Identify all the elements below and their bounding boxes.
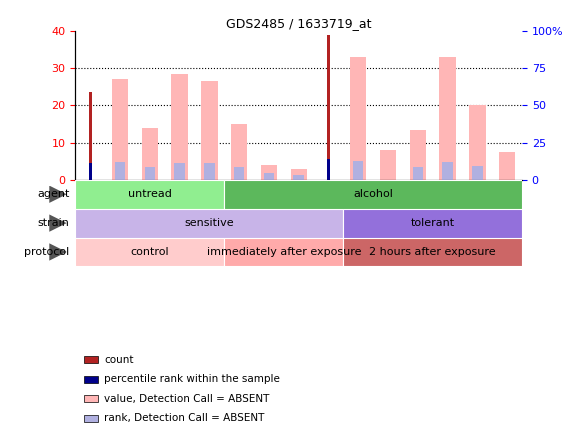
Text: tolerant: tolerant [411, 218, 455, 228]
Text: percentile rank within the sample: percentile rank within the sample [104, 374, 280, 384]
Text: agent: agent [37, 189, 70, 199]
Text: rank, Detection Call = ABSENT: rank, Detection Call = ABSENT [104, 413, 265, 423]
Bar [499, 152, 515, 180]
Bar [89, 92, 92, 180]
Bar [201, 81, 218, 180]
Bar [343, 209, 522, 238]
Bar [84, 415, 97, 422]
Bar [204, 163, 215, 180]
Polygon shape [49, 186, 67, 203]
Bar [172, 74, 188, 180]
Bar [440, 57, 456, 180]
Text: control: control [130, 247, 169, 257]
Bar [343, 238, 522, 266]
Bar [353, 161, 364, 180]
Text: protocol: protocol [24, 247, 70, 257]
Bar [293, 174, 304, 180]
Bar [175, 163, 185, 180]
Bar [115, 162, 125, 180]
Bar [142, 128, 158, 180]
Text: immediately after exposure: immediately after exposure [206, 247, 361, 257]
Bar [231, 124, 247, 180]
Bar [84, 376, 97, 383]
Bar [291, 169, 307, 180]
Bar [112, 79, 128, 180]
Bar [472, 166, 483, 180]
Bar [261, 165, 277, 180]
Polygon shape [49, 214, 67, 232]
Bar [350, 57, 367, 180]
Text: alcohol: alcohol [353, 189, 393, 199]
Bar [75, 209, 343, 238]
Bar [84, 356, 97, 363]
Title: GDS2485 / 1633719_at: GDS2485 / 1633719_at [226, 17, 371, 30]
Bar [380, 150, 396, 180]
Bar [84, 395, 97, 402]
Bar [409, 130, 426, 180]
Bar [224, 238, 343, 266]
Bar [75, 180, 224, 209]
Text: untread: untread [128, 189, 172, 199]
Text: value, Detection Call = ABSENT: value, Detection Call = ABSENT [104, 394, 270, 404]
Polygon shape [49, 243, 67, 261]
Text: 2 hours after exposure: 2 hours after exposure [369, 247, 496, 257]
Bar [224, 180, 522, 209]
Bar [469, 106, 485, 180]
Text: count: count [104, 355, 134, 365]
Bar [443, 162, 453, 180]
Bar [327, 159, 330, 180]
Bar [412, 167, 423, 180]
Bar [327, 35, 330, 180]
Text: strain: strain [38, 218, 70, 228]
Bar [75, 238, 224, 266]
Bar [264, 173, 274, 180]
Text: sensitive: sensitive [184, 218, 234, 228]
Bar [144, 167, 155, 180]
Bar [234, 167, 244, 180]
Bar [89, 163, 92, 180]
